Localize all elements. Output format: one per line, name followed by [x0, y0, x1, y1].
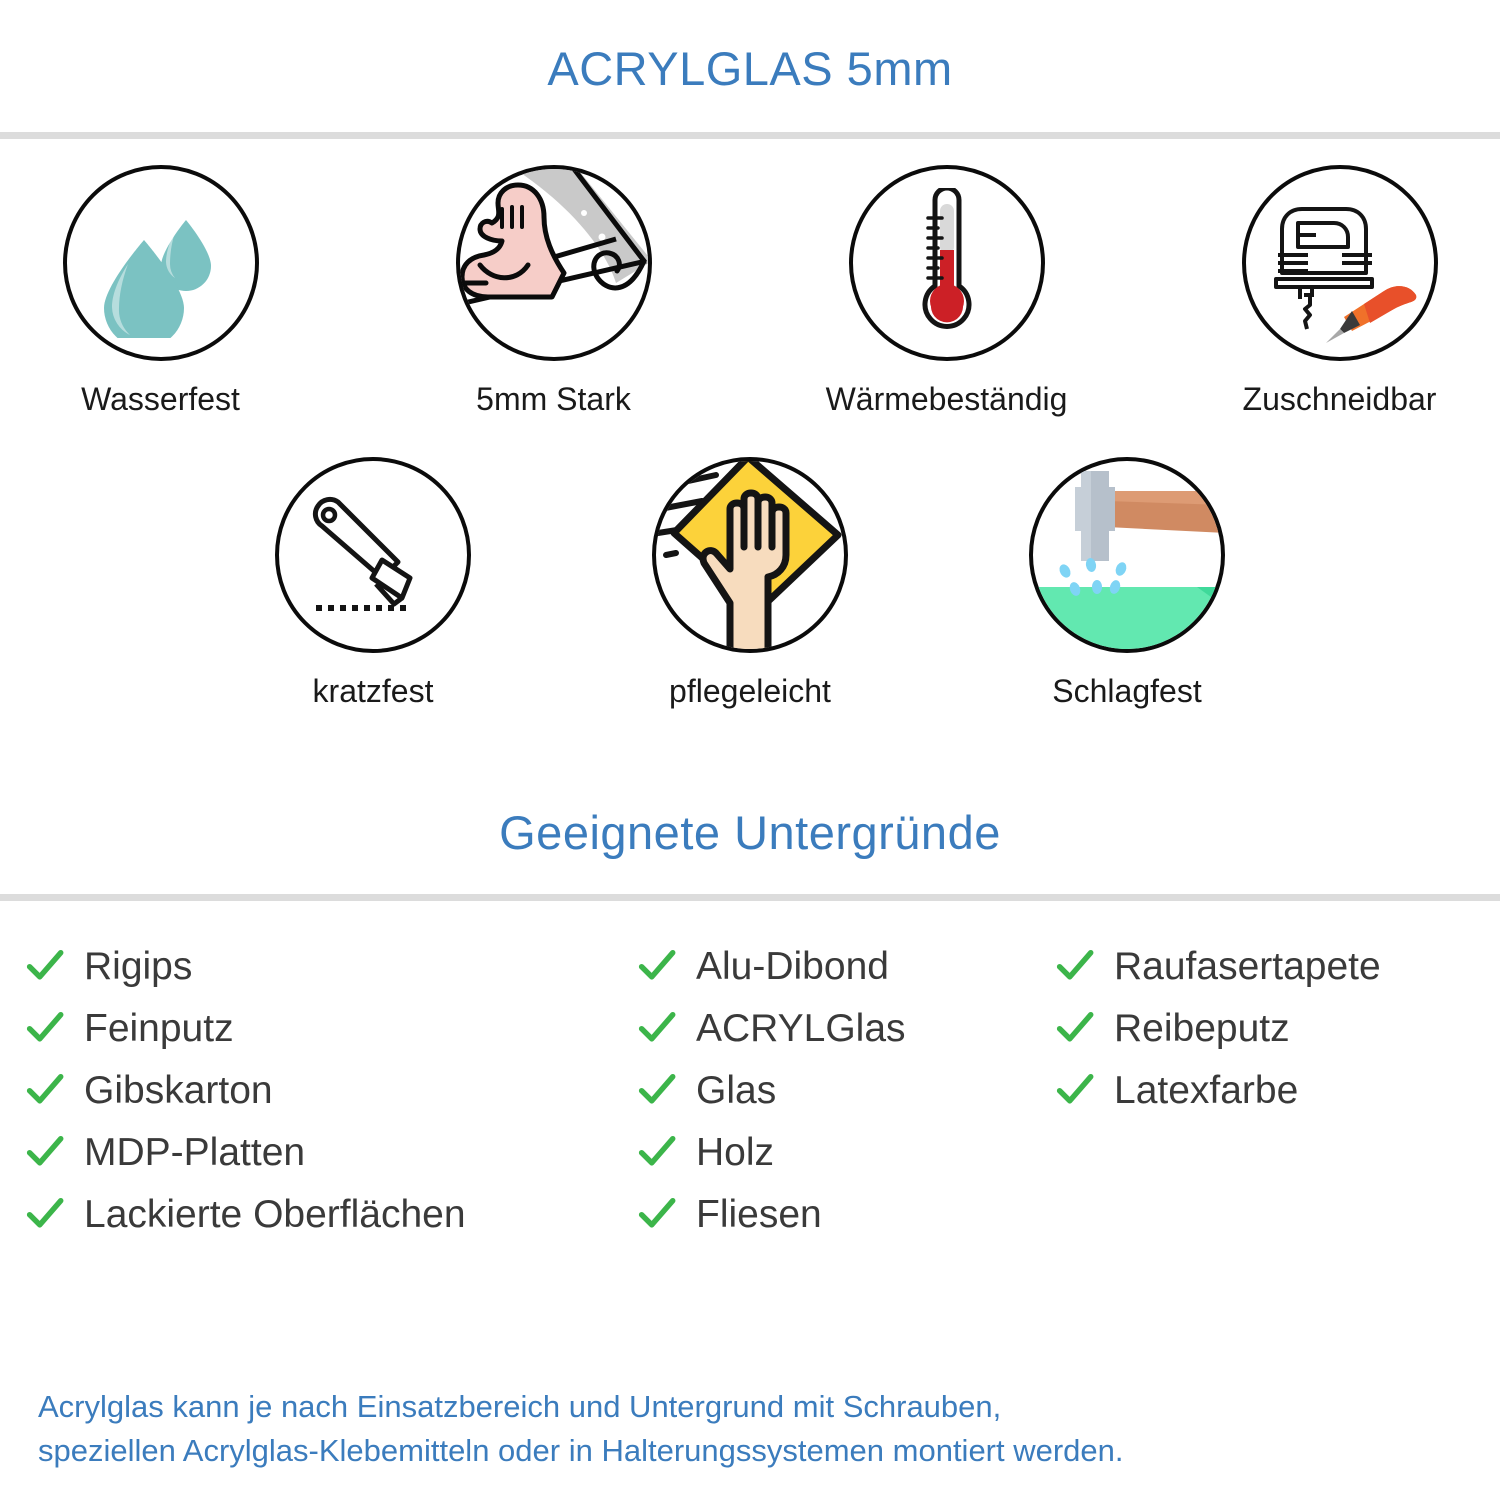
list-item: MDP-Platten [24, 1121, 636, 1183]
feature-row-2: kratzfest [0, 457, 1500, 709]
feature-circle [652, 457, 848, 654]
check-icon [638, 1074, 676, 1104]
list-item: Gibskarton [24, 1059, 636, 1121]
substrate-checklist: Rigips Feinputz Gibskarton MDP-Platten L… [0, 901, 1500, 1245]
check-icon [638, 1012, 676, 1042]
feature-label: kratzfest [312, 673, 434, 710]
divider-top [0, 132, 1500, 139]
feature-5mm-stark[interactable]: 5mm Stark [454, 165, 654, 417]
feature-circle [455, 165, 652, 361]
check-icon [26, 1136, 64, 1166]
list-item-label: Holz [696, 1130, 775, 1174]
list-item-label: Reibeputz [1114, 1006, 1290, 1050]
feature-label: pflegeleicht [669, 673, 831, 710]
features-section: Wasserfest [0, 139, 1500, 709]
check-icon [26, 1012, 64, 1042]
feature-wasserfest[interactable]: Wasserfest [61, 165, 261, 417]
feature-label: Wärmebeständig [825, 381, 1068, 417]
list-item: Glas [636, 1059, 1054, 1121]
list-item-label: Raufasertapete [1114, 944, 1381, 988]
check-icon [1056, 950, 1094, 980]
list-item: Reibeputz [1054, 997, 1484, 1059]
check-icon [638, 1198, 676, 1228]
feature-row-1: Wasserfest [0, 165, 1500, 417]
feature-pflegeleicht[interactable]: pflegeleicht [650, 457, 850, 709]
list-item: ACRYLGlas [636, 997, 1054, 1059]
feature-waermebestaendig[interactable]: Wärmebeständig [826, 165, 1067, 417]
list-item-label: Lackierte Oberflächen [84, 1192, 466, 1236]
check-icon [1056, 1012, 1094, 1042]
jigsaw-cutter-icon [1260, 183, 1420, 343]
box-cutter-icon [298, 480, 448, 630]
list-item-label: ACRYLGlas [696, 1006, 906, 1050]
footer-line-1: Acrylglas kann je nach Einsatzbereich un… [38, 1389, 1002, 1424]
feature-circle [275, 457, 471, 654]
feature-label: Zuschneidbar [1242, 381, 1437, 417]
check-icon [638, 1136, 676, 1166]
feature-kratzfest[interactable]: kratzfest [273, 457, 473, 709]
list-item: Latexfarbe [1054, 1059, 1484, 1121]
list-item-label: Glas [696, 1068, 777, 1112]
feature-zuschneidbar[interactable]: Zuschneidbar [1240, 165, 1440, 417]
list-item: Fliesen [636, 1183, 1054, 1245]
list-item: Holz [636, 1121, 1054, 1183]
list-item-label: Latexfarbe [1114, 1068, 1299, 1112]
list-item: Lackierte Oberflächen [24, 1183, 636, 1245]
list-item: Raufasertapete [1054, 935, 1484, 997]
hand-cloth-icon [656, 461, 844, 650]
substrate-column-2: Alu-Dibond ACRYLGlas Glas Holz Fliesen [636, 935, 1054, 1245]
water-drops-icon [86, 188, 236, 338]
feature-circle [1241, 165, 1438, 361]
check-icon [1056, 1074, 1094, 1104]
check-icon [26, 950, 64, 980]
feature-circle [848, 165, 1045, 361]
list-item: Feinputz [24, 997, 636, 1059]
feature-schlagfest[interactable]: Schlagfest [1027, 457, 1227, 709]
feature-label: 5mm Stark [476, 381, 631, 417]
feature-circle [62, 165, 259, 361]
feature-label: Schlagfest [1052, 673, 1202, 710]
list-item-label: Fliesen [696, 1192, 822, 1236]
page-title: ACRYLGLAS 5mm [547, 42, 953, 95]
list-item-label: Alu-Dibond [696, 944, 889, 988]
substrate-column-3: Raufasertapete Reibeputz Latexfarbe [1054, 935, 1484, 1245]
list-item-label: Gibskarton [84, 1068, 273, 1112]
list-item-label: Rigips [84, 944, 193, 988]
section-title-substrates: Geeignete Untergründe [499, 806, 1001, 860]
list-item-label: MDP-Platten [84, 1130, 306, 1174]
flexed-bicep-icon [459, 169, 648, 357]
substrate-column-1: Rigips Feinputz Gibskarton MDP-Platten L… [24, 935, 636, 1245]
check-icon [26, 1074, 64, 1104]
list-item: Rigips [24, 935, 636, 997]
footer-note: Acrylglas kann je nach Einsatzbereich un… [38, 1385, 1468, 1473]
feature-circle [1029, 457, 1225, 654]
check-icon [26, 1198, 64, 1228]
divider-bottom [0, 894, 1500, 902]
feature-label: Wasserfest [81, 381, 240, 417]
thermometer-icon [897, 188, 997, 338]
list-item-label: Feinputz [84, 1006, 234, 1050]
list-item: Alu-Dibond [636, 935, 1054, 997]
hammer-impact-icon [1033, 461, 1221, 650]
footer-line-2: speziellen Acrylglas-Klebemitteln oder i… [38, 1433, 1124, 1469]
check-icon [638, 950, 676, 980]
